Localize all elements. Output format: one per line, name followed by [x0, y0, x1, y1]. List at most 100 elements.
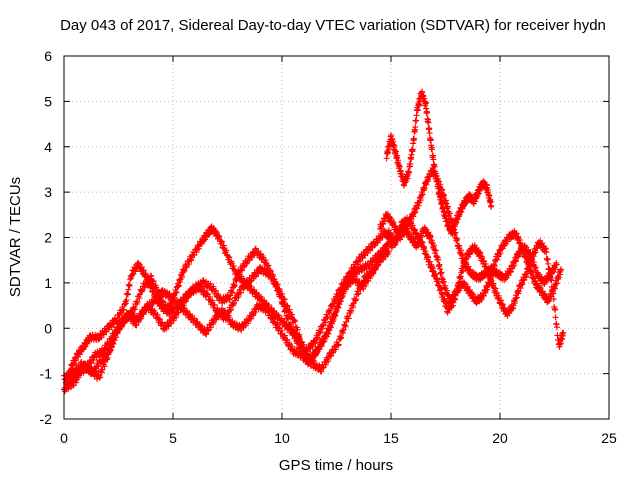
data-point — [335, 341, 342, 348]
data-point — [230, 301, 237, 308]
data-point — [385, 248, 392, 255]
data-point — [337, 298, 344, 305]
data-point — [409, 146, 416, 153]
data-point — [459, 252, 466, 259]
data-point — [439, 186, 446, 193]
data-point — [183, 264, 190, 271]
data-point — [216, 233, 223, 240]
data-point — [416, 101, 423, 108]
data-point — [454, 236, 461, 243]
data-point — [238, 327, 245, 334]
data-point — [335, 342, 342, 349]
y-tick-label: 5 — [44, 93, 52, 109]
data-point — [90, 357, 97, 364]
data-point — [137, 315, 144, 322]
data-point — [314, 334, 321, 341]
data-point — [322, 333, 329, 340]
data-point — [325, 330, 332, 337]
data-point — [452, 229, 459, 236]
data-point — [553, 280, 560, 287]
data-point — [295, 332, 302, 339]
data-point — [332, 346, 339, 353]
data-point — [231, 283, 238, 290]
data-point — [550, 296, 557, 303]
data-point — [158, 319, 165, 326]
data-point — [441, 192, 448, 199]
data-point — [367, 247, 374, 254]
data-point — [290, 327, 297, 334]
data-point — [205, 327, 212, 334]
data-point — [332, 312, 339, 319]
data-point — [173, 289, 180, 296]
data-point — [75, 374, 82, 381]
data-point — [362, 282, 369, 289]
data-point — [314, 334, 321, 341]
data-point — [241, 263, 248, 270]
data-point — [335, 304, 342, 311]
data-point — [543, 249, 550, 256]
data-point — [162, 302, 169, 309]
data-point — [283, 302, 290, 309]
data-point — [218, 238, 225, 245]
data-point — [384, 149, 391, 156]
data-point — [245, 320, 252, 327]
data-point — [360, 285, 367, 292]
data-point — [480, 292, 487, 299]
data-point — [117, 323, 124, 330]
data-point — [452, 296, 459, 303]
data-point — [324, 314, 331, 321]
data-point — [528, 256, 535, 263]
data-point — [136, 295, 143, 302]
data-point — [239, 267, 246, 274]
data-point — [188, 257, 195, 264]
data-point — [281, 332, 288, 339]
data-point — [126, 282, 133, 289]
series-4 — [63, 248, 392, 393]
data-point — [275, 312, 282, 319]
data-point — [429, 146, 436, 153]
data-point — [262, 257, 269, 264]
data-point — [334, 303, 341, 310]
grid-layer — [64, 56, 609, 419]
y-tick-label: -2 — [40, 411, 53, 427]
data-point — [513, 294, 520, 301]
data-point — [532, 264, 539, 271]
data-point — [414, 107, 421, 114]
data-point — [250, 312, 257, 319]
data-point — [333, 308, 340, 315]
data-point — [354, 275, 361, 282]
data-point — [140, 311, 147, 318]
data-point — [160, 299, 167, 306]
data-point — [264, 263, 271, 270]
data-point — [279, 290, 285, 297]
data-point — [311, 350, 318, 357]
data-point — [115, 314, 122, 321]
data-point — [227, 261, 234, 268]
data-point — [274, 321, 281, 328]
plot-frame — [63, 55, 610, 420]
data-point — [150, 278, 157, 285]
data-point — [281, 296, 288, 303]
data-point — [288, 311, 295, 318]
data-point — [124, 291, 131, 298]
data-point — [330, 317, 337, 324]
data-point — [560, 329, 567, 336]
data-point — [99, 366, 106, 373]
data-point — [160, 298, 167, 305]
data-point — [446, 210, 453, 217]
data-point — [558, 266, 565, 273]
data-point — [455, 279, 462, 286]
data-point — [97, 374, 104, 381]
data-point — [341, 322, 348, 329]
x-tick-label: 5 — [169, 430, 177, 446]
data-point — [443, 200, 450, 207]
data-point — [243, 260, 250, 267]
data-point — [555, 274, 562, 281]
data-point — [258, 294, 265, 301]
data-point — [425, 119, 432, 126]
data-point — [148, 272, 155, 279]
data-point — [394, 235, 401, 242]
data-point — [316, 330, 323, 337]
y-axis-label: SDTVAR / TECUs — [7, 177, 24, 297]
